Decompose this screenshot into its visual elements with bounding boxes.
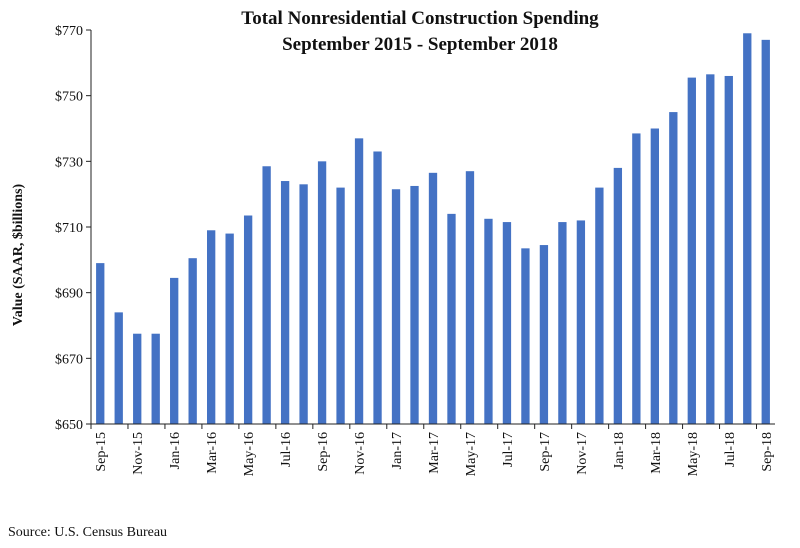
x-tick-label: May-16	[242, 432, 257, 476]
y-tick-label: $770	[55, 24, 83, 39]
x-tick-label: May-18	[686, 432, 701, 476]
x-tick-label: Jan-18	[612, 432, 627, 469]
bar-mar-16	[207, 230, 216, 424]
y-tick-label: $710	[55, 221, 83, 236]
x-tick-label: Nov-15	[131, 432, 146, 475]
bar-jul-16	[280, 181, 290, 424]
x-tick-label: Mar-16	[205, 432, 220, 474]
bar-may-18	[687, 77, 696, 424]
chart-title-line1: Total Nonresidential Construction Spendi…	[241, 8, 599, 29]
bar-apr-16	[225, 233, 234, 424]
x-tick-label: Jul-18	[723, 432, 738, 467]
x-tick-label: Mar-18	[649, 432, 664, 474]
bar-oct-15	[114, 312, 123, 424]
y-tick-label: $750	[55, 90, 83, 105]
x-tick-label: May-17	[464, 432, 479, 476]
bar-oct-16	[336, 187, 345, 424]
bar-apr-17	[447, 213, 456, 424]
bar-sep-18	[761, 39, 770, 424]
y-tick-label: $650	[55, 418, 83, 433]
y-tick-label: $690	[55, 287, 83, 302]
x-tick-label: Sep-17	[538, 432, 553, 472]
bar-dec-16	[373, 151, 382, 424]
y-axis-label: Value (SAAR, $billions)	[11, 184, 26, 327]
y-ticks-group: $650 $670 $690 $710 $730 $750 $770	[55, 24, 91, 433]
bar-jul-17	[502, 222, 512, 424]
bar-may-16	[243, 215, 253, 424]
bar-nov-16	[354, 138, 364, 424]
bar-sep-15	[96, 263, 105, 424]
x-tick-label: Sep-16	[316, 432, 331, 472]
x-tick-label: Jul-17	[501, 432, 516, 467]
y-tick-label: $730	[55, 155, 83, 170]
bar-jun-16	[262, 166, 271, 424]
x-tick-label: Sep-15	[94, 432, 109, 472]
x-tick-label: Nov-17	[575, 432, 590, 475]
x-tick-label: Mar-17	[427, 432, 442, 474]
bar-dec-17	[595, 187, 604, 424]
bar-aug-18	[743, 33, 752, 425]
bar-jan-18	[613, 167, 623, 424]
bar-apr-18	[669, 112, 678, 424]
bar-nov-15	[133, 333, 142, 424]
x-tick-label: Jan-16	[168, 432, 183, 469]
bar-feb-16	[188, 258, 197, 424]
bar-dec-15	[151, 333, 160, 424]
bar-aug-17	[521, 248, 530, 424]
x-tick-label: Jan-17	[390, 432, 405, 469]
y-tick-label: $670	[55, 352, 83, 367]
bar-sep-17	[539, 245, 549, 424]
source-note: Source: U.S. Census Bureau	[8, 525, 168, 540]
bar-jun-18	[706, 74, 715, 424]
bar-mar-18	[650, 128, 659, 424]
x-tick-label: Sep-18	[760, 432, 775, 472]
bar-jan-16	[170, 277, 179, 424]
bars-group	[96, 33, 770, 425]
bar-nov-17	[576, 220, 586, 424]
bar-feb-18	[632, 133, 641, 425]
bar-jan-17	[391, 189, 401, 424]
x-ticks-group: Sep-15 Nov-15 Jan-16 Mar-16 May-16 Jul-16 Sep-…	[90, 424, 775, 476]
bar-feb-17	[410, 185, 419, 424]
bar-jun-17	[484, 218, 493, 424]
chart-title-line2: September 2015 - September 2018	[282, 34, 558, 55]
bar-jul-18	[724, 75, 733, 424]
bar-aug-16	[299, 184, 308, 424]
bar-oct-17	[558, 222, 567, 424]
bar-sep-16	[317, 161, 327, 425]
x-tick-label: Nov-16	[353, 432, 368, 475]
x-tick-label: Jul-16	[279, 432, 294, 467]
bar-mar-17	[428, 172, 438, 424]
bar-may-17	[465, 171, 475, 424]
